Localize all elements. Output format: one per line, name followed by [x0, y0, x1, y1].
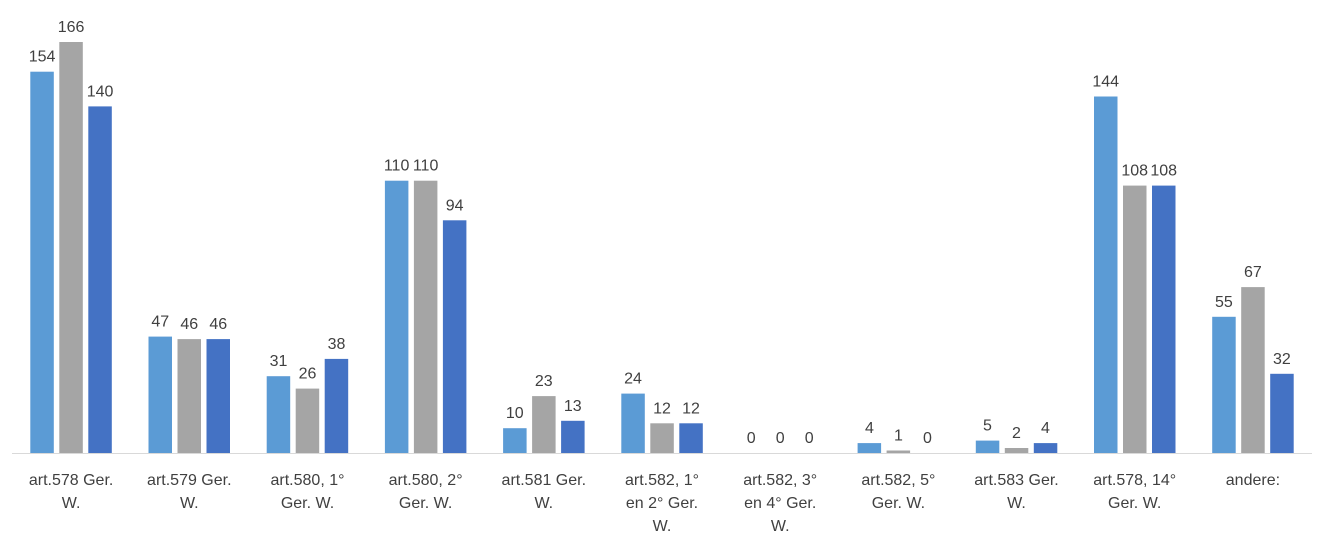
bar	[621, 393, 645, 453]
data-label: 46	[180, 316, 198, 333]
data-label: 144	[1092, 74, 1119, 91]
data-label: 32	[1273, 351, 1291, 368]
category-label: art.578 Ger.	[29, 472, 114, 489]
data-label: 0	[776, 430, 785, 447]
bar	[561, 420, 585, 453]
bar	[1004, 448, 1029, 453]
data-label: 67	[1244, 264, 1262, 281]
category-label: art.582, 3°	[743, 472, 817, 489]
data-label: 154	[29, 49, 56, 66]
data-label: 110	[413, 158, 439, 175]
bar	[650, 423, 674, 453]
category-label: en 2° Ger.	[626, 495, 698, 512]
data-label: 26	[299, 366, 317, 383]
data-label: 108	[1121, 163, 1148, 180]
data-label: 47	[151, 314, 169, 331]
data-label: 0	[923, 430, 932, 447]
bar	[30, 71, 54, 453]
category-label: Ger. W.	[1108, 495, 1161, 512]
data-label: 94	[446, 197, 464, 214]
category-label: Ger. W.	[872, 495, 925, 512]
bar	[442, 220, 467, 453]
data-label: 110	[384, 158, 410, 175]
category-label: W.	[771, 518, 790, 535]
bar	[413, 180, 438, 453]
category-label: art.578, 14°	[1093, 472, 1176, 489]
bar	[295, 388, 320, 453]
data-label: 55	[1215, 294, 1233, 311]
data-label: 166	[58, 19, 85, 36]
data-label: 5	[983, 418, 992, 435]
data-label: 38	[328, 336, 346, 353]
category-label: art.579 Ger.	[147, 472, 232, 489]
bar	[679, 423, 703, 453]
data-label: 23	[535, 373, 553, 390]
category-label: art.582, 5°	[861, 472, 935, 489]
bar	[1270, 373, 1294, 453]
category-label: en 4° Ger.	[744, 495, 816, 512]
bar	[384, 180, 409, 453]
category-label: art.583 Ger.	[974, 472, 1059, 489]
bar	[88, 106, 112, 454]
data-label: 0	[805, 430, 814, 447]
bar	[177, 339, 201, 453]
data-label: 12	[653, 400, 671, 417]
bar	[1094, 96, 1118, 453]
data-label: 46	[209, 316, 227, 333]
data-label: 31	[270, 353, 288, 370]
category-label: Ger. W.	[399, 495, 452, 512]
category-label: W.	[180, 495, 199, 512]
data-label: 1	[894, 428, 903, 445]
bar	[59, 42, 83, 453]
bar	[1152, 185, 1176, 453]
data-label: 0	[747, 430, 756, 447]
category-label: Ger. W.	[281, 495, 334, 512]
data-label: 10	[506, 405, 524, 422]
category-label: art.581 Ger.	[502, 472, 587, 489]
bar	[1123, 185, 1147, 453]
bar	[532, 396, 556, 453]
category-label: W.	[534, 495, 553, 512]
bar	[503, 428, 527, 453]
data-label: 4	[1041, 420, 1050, 437]
bar	[857, 443, 882, 453]
category-label: art.580, 2°	[389, 472, 463, 489]
category-label: W.	[62, 495, 81, 512]
bar	[1033, 443, 1058, 453]
bar	[886, 450, 911, 453]
bar	[975, 440, 1000, 453]
bar	[1241, 287, 1265, 453]
bar	[266, 376, 291, 453]
data-label: 13	[564, 398, 582, 415]
category-label: W.	[653, 518, 672, 535]
data-label: 2	[1012, 425, 1021, 442]
category-labels-group: art.578 Ger. W. art.579 Ger. W. art.580, 1° G…	[29, 472, 1280, 535]
category-label: andere:	[1226, 472, 1280, 489]
bars-group	[30, 42, 1294, 454]
category-label: W.	[1007, 495, 1026, 512]
data-label: 12	[682, 400, 700, 417]
bar	[206, 339, 230, 453]
data-label: 108	[1150, 163, 1177, 180]
bar	[1212, 316, 1236, 453]
data-label: 4	[865, 420, 874, 437]
bar	[148, 336, 172, 453]
data-label: 24	[624, 371, 642, 388]
category-label: art.582, 1°	[625, 472, 699, 489]
category-label: art.580, 1°	[271, 472, 345, 489]
bar	[324, 358, 349, 453]
data-label: 140	[87, 83, 114, 100]
